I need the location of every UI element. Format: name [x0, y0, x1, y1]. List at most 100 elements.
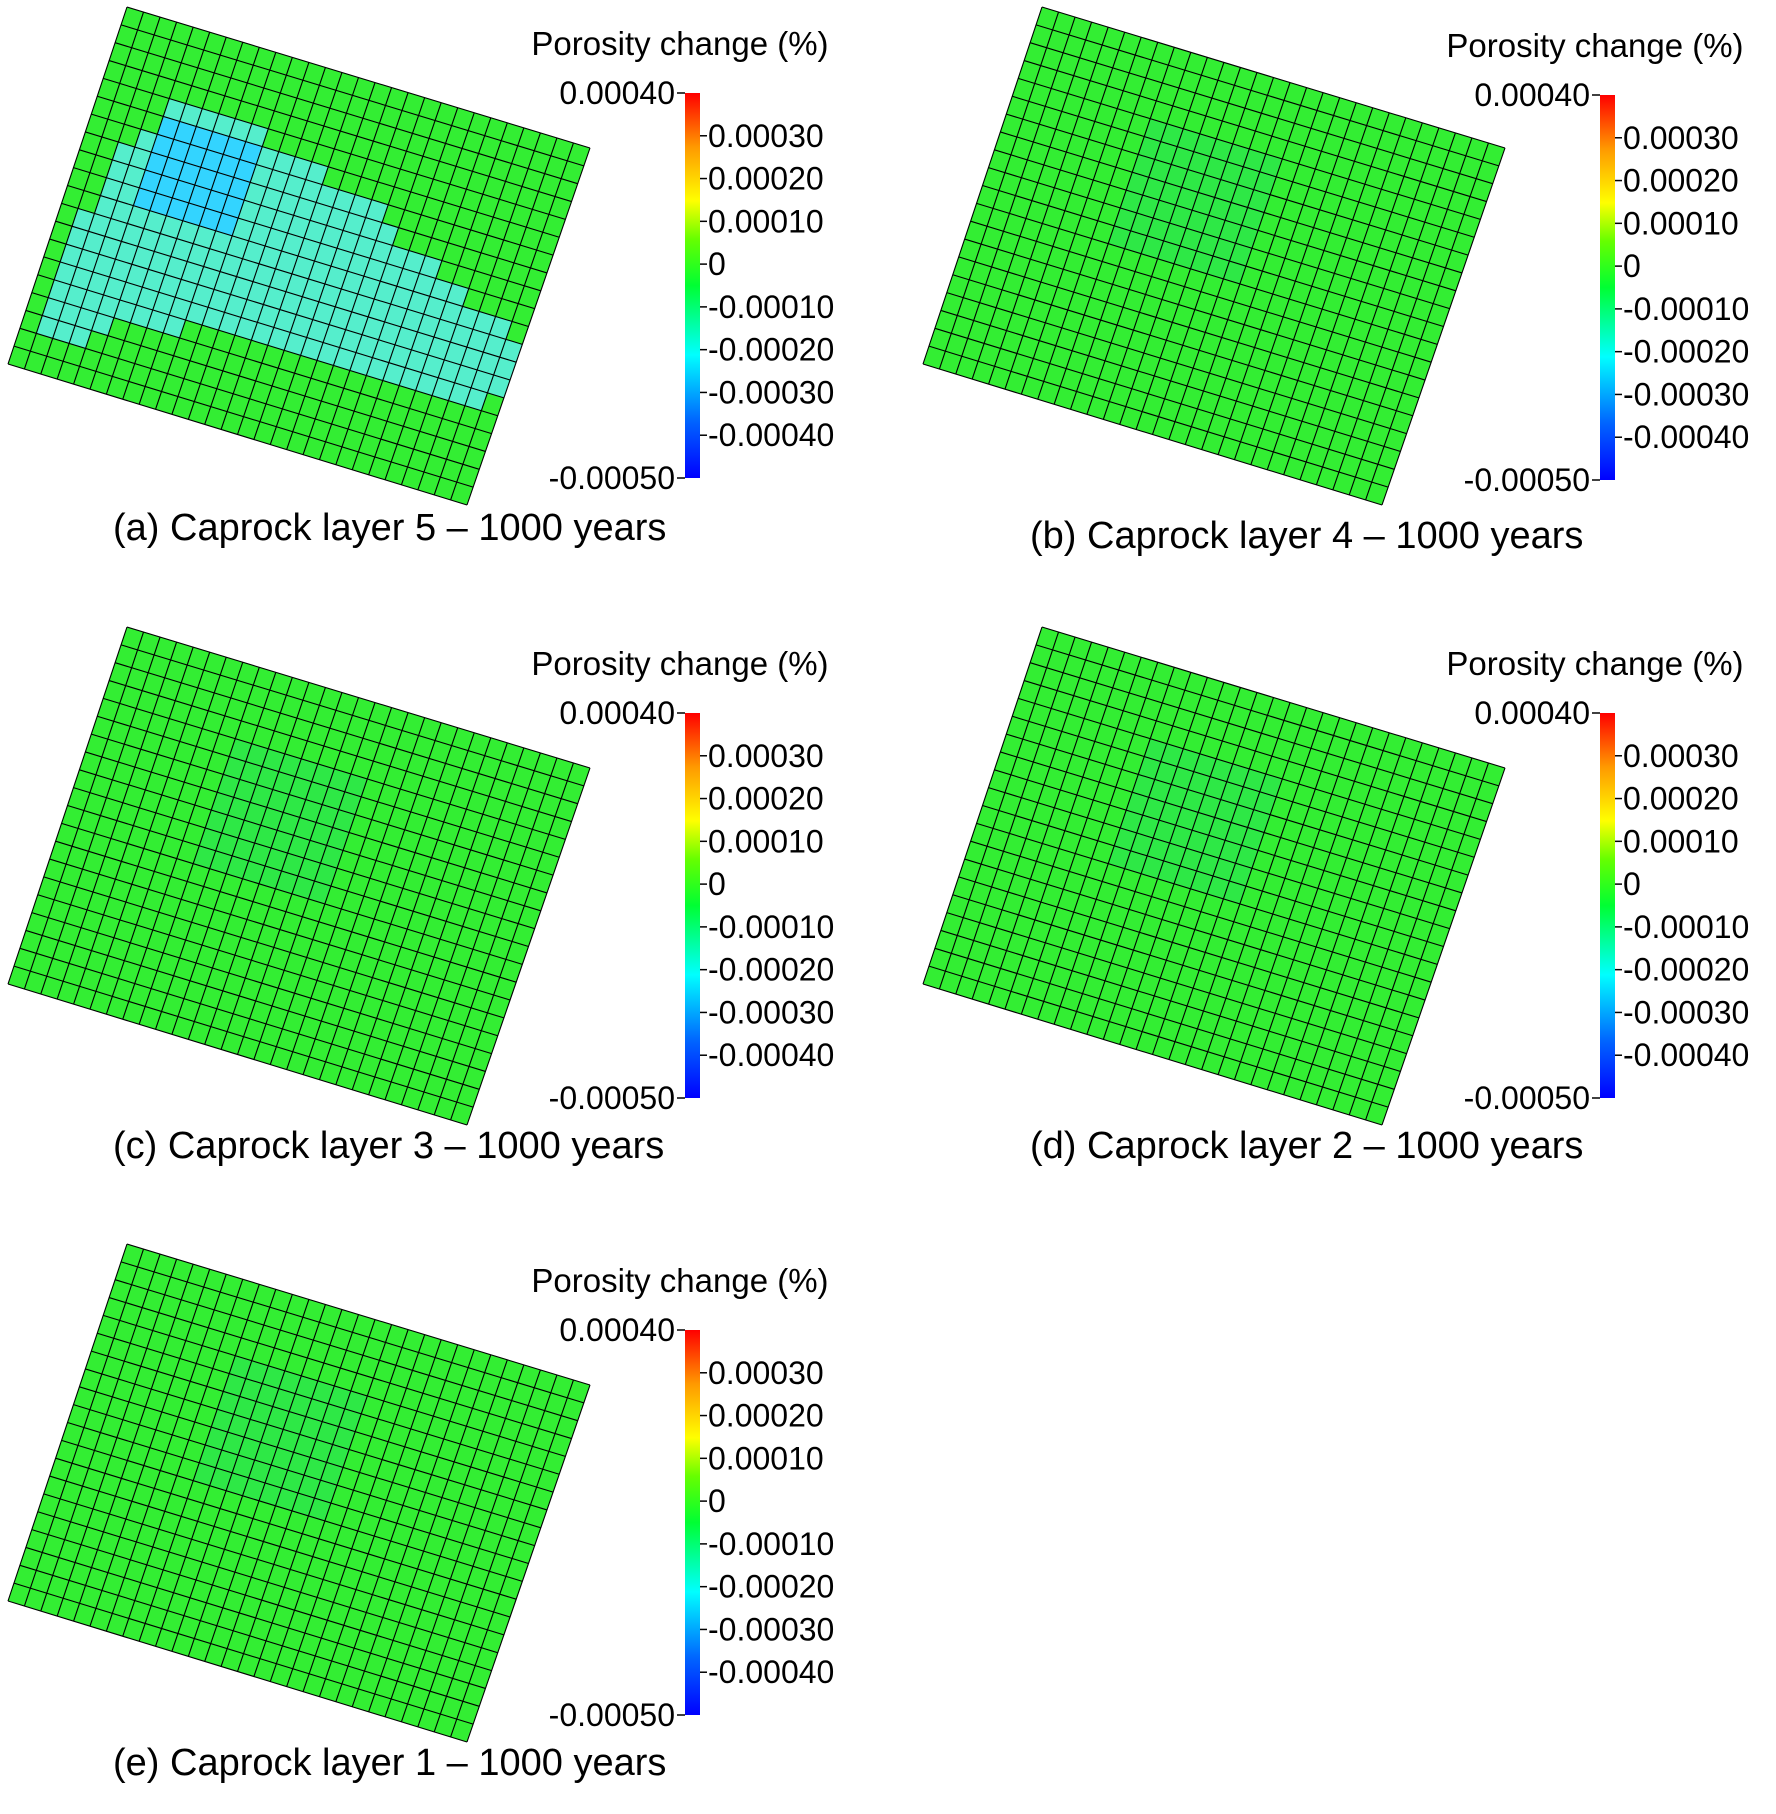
- heatmap-cell: [485, 275, 508, 299]
- heatmap-cell: [1273, 434, 1296, 457]
- heatmap-cell: [227, 177, 251, 201]
- heatmap-cell: [518, 285, 541, 309]
- heatmap-cell: [36, 1552, 59, 1576]
- heatmap-cell: [247, 1302, 270, 1325]
- heatmap-cell: [265, 848, 288, 871]
- heatmap-cell: [303, 1673, 326, 1697]
- heatmap-cell: [1114, 207, 1137, 231]
- heatmap-cell: [1327, 115, 1351, 139]
- heatmap-cell: [1340, 857, 1363, 881]
- heatmap-cell: [253, 883, 276, 907]
- heatmap-cell: [409, 852, 432, 876]
- heatmap-cell: [1305, 906, 1329, 930]
- heatmap-cell: [448, 1002, 471, 1026]
- heatmap-cell: [456, 1084, 480, 1108]
- heatmap-cell: [81, 1526, 104, 1550]
- heatmap-cell: [1201, 431, 1225, 455]
- heatmap-cell: [499, 959, 523, 983]
- heatmap-cell: [1099, 360, 1122, 384]
- heatmap-cell: [151, 134, 174, 158]
- heatmap-cell: [301, 121, 324, 144]
- heatmap-cell: [1112, 266, 1136, 290]
- colorbar-tick-label: 0.00010: [708, 823, 824, 859]
- heatmap-cell: [358, 1054, 381, 1077]
- heatmap-cell: [994, 752, 1017, 775]
- heatmap-cell: [452, 1043, 476, 1067]
- heatmap-cell: [509, 1441, 533, 1465]
- heatmap-cell: [1090, 682, 1113, 706]
- heatmap-cell: [1043, 147, 1067, 170]
- colorbar-gradient: [685, 93, 700, 478]
- heatmap-cell: [1227, 921, 1251, 945]
- heatmap-cell: [305, 161, 329, 185]
- heatmap-cell: [413, 1051, 437, 1075]
- heatmap-cell: [107, 317, 131, 341]
- heatmap-cell: [1338, 916, 1362, 940]
- heatmap-cell: [439, 1380, 463, 1404]
- colorbar-tick-label: -0.00020: [1623, 334, 1749, 370]
- heatmap-cell: [424, 454, 447, 478]
- heatmap-cell: [1289, 439, 1313, 462]
- heatmap-cell: [990, 927, 1013, 951]
- heatmap-cell: [1024, 259, 1047, 283]
- heatmap-cell: [1349, 1097, 1372, 1120]
- heatmap-cell: [163, 315, 186, 338]
- heatmap-cell: [458, 405, 482, 429]
- heatmap-cell: [391, 1064, 414, 1087]
- heatmap-cell: [274, 713, 297, 736]
- heatmap-cell: [402, 870, 426, 894]
- heatmap-cell: [236, 42, 260, 66]
- heatmap-cell: [42, 297, 65, 321]
- heatmap-cell: [122, 1618, 146, 1642]
- heatmap-cell: [1223, 261, 1246, 284]
- heatmap-cell: [503, 1459, 527, 1482]
- heatmap-cell: [354, 393, 377, 417]
- heatmap-cell: [54, 881, 77, 905]
- heatmap-cell: [1430, 186, 1454, 210]
- heatmap-cell: [1244, 926, 1267, 950]
- heatmap-cell: [385, 1082, 408, 1105]
- heatmap-cell: [302, 898, 325, 922]
- heatmap-cell: [24, 1588, 47, 1612]
- heatmap-cell: [429, 1515, 453, 1539]
- heatmap-cell: [278, 133, 302, 157]
- heatmap-cell: [376, 222, 399, 246]
- heatmap-cell: [140, 111, 164, 135]
- heatmap-cell: [458, 1025, 482, 1049]
- heatmap-cell: [158, 677, 182, 701]
- heatmap-cell: [146, 713, 170, 737]
- heatmap-cell: [1408, 977, 1432, 1000]
- heatmap-cell: [48, 279, 71, 303]
- heatmap-cell: [970, 823, 993, 847]
- heatmap-cell: [360, 995, 383, 1019]
- heatmap-cell: [1309, 789, 1332, 812]
- heatmap-cell: [316, 184, 339, 208]
- heatmap-cell: [415, 372, 439, 396]
- heatmap-cell: [1121, 751, 1145, 775]
- heatmap-cell: [441, 242, 465, 266]
- heatmap-cell: [393, 1005, 416, 1029]
- heatmap-cell: [317, 342, 340, 366]
- heatmap-cell: [1282, 141, 1305, 164]
- colorbar-tick-label: -0.00030: [1623, 376, 1749, 412]
- heatmap-cell: [1118, 868, 1142, 892]
- heatmap-cell: [1297, 362, 1321, 386]
- mesh-line: [79, 769, 541, 912]
- heatmap-cell: [402, 250, 426, 274]
- heatmap-cell: [269, 672, 293, 696]
- heatmap-cell: [323, 1561, 346, 1585]
- heatmap-cell: [241, 83, 264, 106]
- heatmap-cell: [167, 759, 191, 783]
- heatmap-cell: [1160, 743, 1184, 767]
- heatmap-cell: [361, 1396, 384, 1419]
- heatmap-cell: [314, 1480, 337, 1504]
- heatmap-cell: [1106, 687, 1130, 711]
- heatmap-cell: [1031, 802, 1055, 826]
- heatmap-cell: [1235, 225, 1259, 249]
- heatmap-cell: [163, 1552, 186, 1575]
- heatmap-cell: [326, 827, 350, 851]
- heatmap-cell: [1269, 1013, 1292, 1037]
- heatmap-cell: [1079, 256, 1103, 280]
- heatmap-cell: [1445, 250, 1469, 273]
- heatmap-cell: [1138, 136, 1161, 160]
